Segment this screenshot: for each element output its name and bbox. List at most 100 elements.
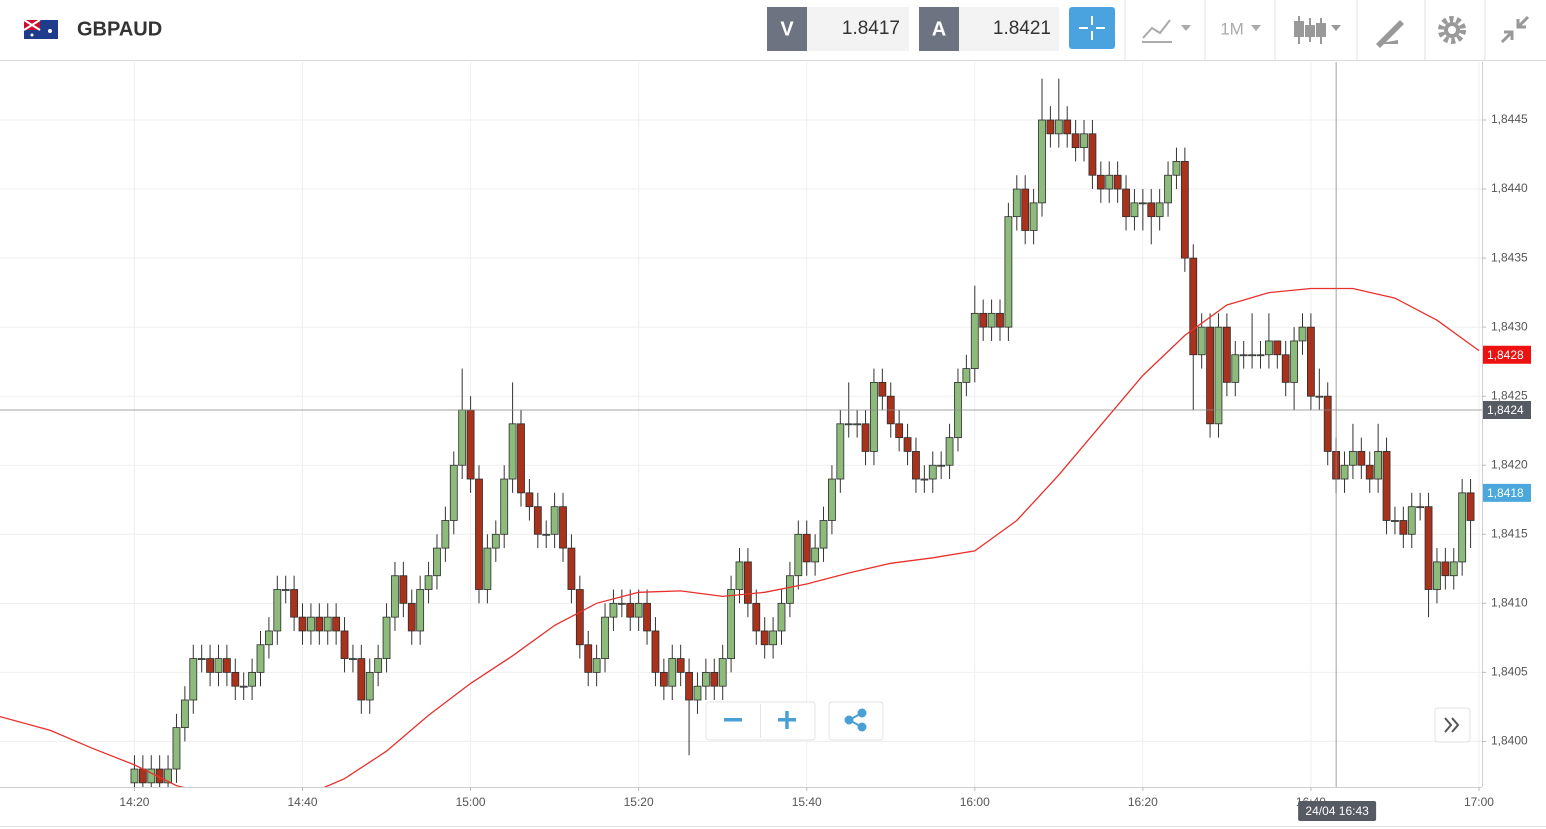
candle-body	[508, 423, 517, 480]
candle-body	[651, 630, 660, 673]
y-tick-label: 1,8445	[1491, 112, 1528, 126]
candle-body	[231, 671, 240, 687]
candle-body	[517, 423, 525, 494]
candle-body	[1180, 161, 1189, 259]
candle-body	[424, 575, 433, 590]
candle-body	[500, 478, 509, 535]
draw-tool-button[interactable]	[1376, 20, 1404, 48]
candle-body	[1004, 216, 1013, 328]
sell-button[interactable]	[767, 7, 807, 51]
candle-body	[273, 589, 282, 632]
candle-body	[164, 768, 172, 784]
sell-price-box[interactable]	[807, 7, 909, 51]
share-button[interactable]	[844, 708, 867, 732]
candle-body	[1281, 354, 1290, 383]
candle-body	[1029, 202, 1038, 231]
candle-body	[743, 561, 752, 604]
candle-body	[491, 533, 500, 549]
symbol: GBPAUD	[77, 18, 162, 40]
x-tick-label: 16:00	[960, 795, 990, 809]
candle-body	[1399, 520, 1408, 535]
candle-body	[1323, 395, 1332, 452]
zoom-out-button[interactable]	[724, 718, 742, 722]
candle-body	[130, 768, 139, 784]
chart-type-button[interactable]	[1142, 19, 1191, 43]
collapse-button[interactable]	[1500, 15, 1530, 44]
scroll-latest-button[interactable]	[1434, 707, 1471, 743]
candle-body	[601, 616, 609, 659]
moving-average-line	[0, 287, 1480, 787]
candle-body	[701, 671, 710, 687]
zoom-in-button[interactable]	[778, 711, 796, 729]
candle-body	[727, 589, 735, 659]
candle-body	[138, 768, 147, 784]
axes: 1,84001,84051,84101,84151,84201,84251,84…	[119, 112, 1531, 821]
candle-body	[180, 699, 189, 729]
candle-body	[475, 478, 483, 590]
y-tick-label: 1,8425	[1491, 388, 1528, 402]
candle-body	[307, 616, 315, 632]
buy-button[interactable]	[919, 7, 959, 51]
candle-body	[1264, 340, 1273, 356]
candle-body	[1088, 133, 1097, 176]
candle-body	[189, 658, 198, 701]
candle-body	[1466, 492, 1475, 521]
candle-body	[248, 671, 256, 687]
candle-body	[903, 437, 912, 452]
candle-body	[1382, 451, 1391, 521]
candle-body	[525, 492, 534, 508]
candle-body	[1113, 174, 1122, 190]
price-badge	[1483, 345, 1531, 364]
candle-body	[1046, 119, 1055, 135]
candle-body	[222, 658, 231, 673]
candle-body	[256, 644, 265, 673]
candle-body	[1433, 561, 1441, 590]
candle-body	[1256, 354, 1265, 357]
candle-body	[466, 409, 475, 480]
x-tick-label: 16:20	[1128, 795, 1158, 809]
buy-label: A	[932, 18, 946, 40]
candle-body	[1138, 202, 1147, 205]
crosshair-time-badge	[1298, 801, 1377, 821]
candle-body	[802, 533, 811, 563]
x-tick-label: 15:40	[792, 795, 822, 809]
candle-body	[819, 520, 828, 549]
candle-body	[718, 658, 727, 687]
candle-body	[1206, 326, 1214, 425]
candle-body	[1298, 326, 1307, 342]
candle-body	[1239, 354, 1248, 357]
crosshair-icon	[1079, 16, 1105, 40]
timeframe[interactable]: 1M	[1220, 19, 1244, 38]
grid	[0, 62, 1482, 787]
candle-body	[458, 409, 467, 466]
x-tick-label: 15:00	[456, 795, 486, 809]
candle-body	[1349, 451, 1357, 466]
candle-body	[1340, 464, 1349, 480]
candle-body	[1231, 354, 1240, 383]
candle-body	[340, 630, 349, 659]
candle-body	[1054, 119, 1063, 135]
candle-body	[441, 520, 450, 549]
candle-body	[735, 561, 744, 590]
candle-body	[643, 602, 651, 632]
candle-style-button[interactable]	[1294, 16, 1341, 44]
candle-body	[290, 589, 299, 618]
candle-body	[1290, 340, 1299, 383]
settings-button[interactable]	[1438, 16, 1466, 44]
x-tick-label: 14:20	[119, 795, 149, 809]
price-badge-label: 1,8428	[1487, 348, 1524, 362]
crosshair-button[interactable]	[1069, 7, 1115, 49]
candle-body	[760, 630, 769, 646]
sell-price: 1.8417	[842, 18, 900, 39]
candle-body	[214, 658, 223, 673]
candle-body	[550, 506, 559, 535]
candle-body	[878, 381, 887, 397]
candle-body	[811, 547, 820, 563]
candle-body	[1374, 451, 1383, 480]
candle-body	[1164, 174, 1172, 204]
buy-price-box[interactable]	[959, 7, 1059, 51]
candle-body	[1038, 119, 1046, 204]
candle-body	[945, 437, 954, 466]
candle-body	[685, 671, 693, 701]
